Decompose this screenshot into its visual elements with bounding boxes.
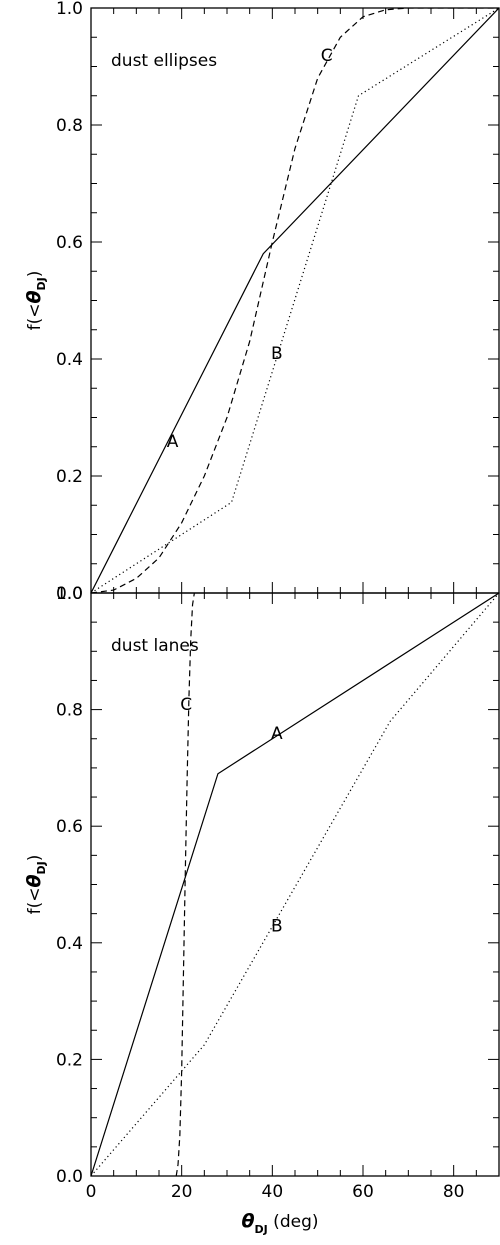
y-axis-label: f(<θDJ)	[23, 271, 48, 331]
series-line-A	[91, 593, 499, 1176]
plot-frame	[90, 592, 500, 1177]
series-label-C: C	[321, 46, 333, 66]
series-label-B: B	[271, 344, 283, 364]
y-tick-label: 1.0	[56, 0, 83, 19]
y-tick-label: 0.0	[56, 1167, 83, 1187]
x-tick-label: 40	[262, 1182, 284, 1202]
series-line-C	[175, 593, 195, 1176]
x-tick-label: 80	[443, 1182, 465, 1202]
top-panel: 0.0 0.2 0.4 0.6 0.8 1.0 f(<θDJ) dust ellipses A B…	[23, 0, 500, 604]
panel-label: dust lanes	[111, 636, 199, 656]
series-label-A: A	[271, 724, 283, 744]
y-tick-label: 1.0	[56, 584, 83, 604]
y-tick-label: 0.6	[56, 817, 83, 837]
y-tick-label: 0.8	[56, 116, 83, 136]
series-line-B	[91, 8, 499, 593]
y-axis-label: f(<θDJ)	[23, 855, 48, 915]
x-tick-label: 0	[86, 1182, 97, 1202]
x-tick-label: 20	[171, 1182, 193, 1202]
y-tick-label: 0.0	[56, 584, 83, 604]
series-line-A	[91, 8, 499, 593]
series-label-A: A	[167, 432, 179, 452]
y-tick-label: 0.6	[56, 233, 83, 253]
series-label-C: C	[180, 695, 192, 715]
panel-label: dust ellipses	[111, 51, 217, 71]
x-axis-label: θDJ (deg)	[241, 1210, 318, 1236]
series-label-B: B	[271, 916, 283, 936]
x-tick-label: 60	[352, 1182, 374, 1202]
y-tick-label: 0.2	[56, 467, 83, 487]
bottom-panel: 0.0 0.2 0.4 0.6 0.8 1.0 0 20 40 60 80 f(<θDJ) θDJ (d…	[23, 584, 500, 1236]
y-tick-label: 0.2	[56, 1050, 83, 1070]
y-tick-label: 0.4	[56, 934, 83, 954]
y-tick-label: 0.4	[56, 350, 83, 370]
series-line-C	[91, 8, 499, 593]
y-tick-label: 0.8	[56, 701, 83, 721]
series-line-B	[91, 593, 499, 1176]
